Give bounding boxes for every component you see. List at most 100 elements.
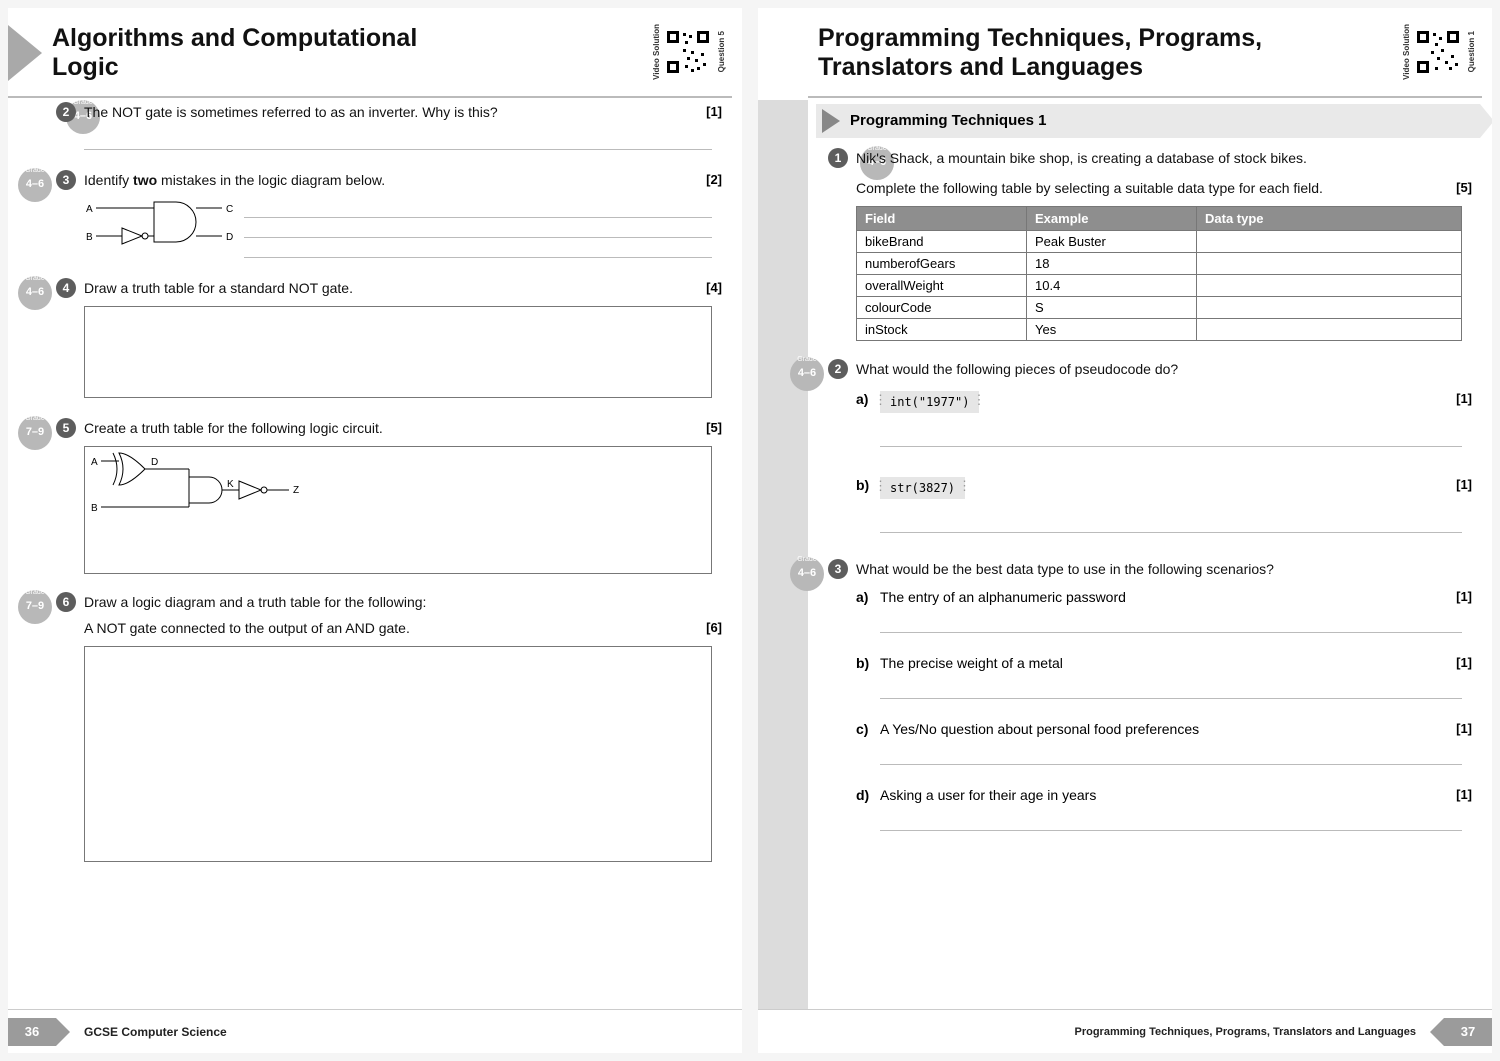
question-part: b) str(3827) [1] — [856, 477, 1472, 499]
table-row: bikeBrandPeak Buster — [857, 230, 1462, 252]
marks: [4] — [706, 280, 722, 295]
question-text: What would be the best data type to use … — [856, 561, 1472, 577]
qr-label-question: Question 1 — [1467, 31, 1476, 72]
question-text: Draw a logic diagram and a truth table f… — [84, 594, 722, 610]
title-rule — [808, 96, 1482, 98]
answer-line — [880, 613, 1462, 633]
code-snippet: str(3827) — [880, 477, 965, 499]
question-number: 5 — [56, 418, 76, 438]
question-number: 3 — [56, 170, 76, 190]
footer: 36 GCSE Computer Science — [8, 1009, 742, 1053]
svg-text:D: D — [226, 232, 233, 243]
grade-badge: Grade7–9 — [18, 416, 52, 450]
marks: [6] — [706, 620, 722, 635]
logic-diagram-icon: A B C D — [84, 198, 234, 248]
part-text: A Yes/No question about personal food pr… — [880, 721, 1438, 737]
question-instruction: Complete the following table by selectin… — [856, 180, 1472, 196]
part-label: b) — [856, 655, 880, 671]
data-type-table: Field Example Data type bikeBrandPeak Bu… — [856, 206, 1462, 341]
question: 3 What would be the best data type to us… — [828, 561, 1472, 577]
marks: [1] — [1456, 721, 1472, 736]
marks: [1] — [706, 104, 722, 119]
question-instruction-row: Complete the following table by selectin… — [828, 180, 1472, 196]
footer-title: GCSE Computer Science — [84, 1025, 227, 1039]
part-label: d) — [856, 787, 880, 803]
page-number: 36 — [8, 1018, 56, 1046]
answer-line — [880, 811, 1462, 831]
question-number: 4 — [56, 278, 76, 298]
table-row: colourCodeS — [857, 296, 1462, 318]
answer-line — [880, 745, 1462, 765]
question-number: 6 — [56, 592, 76, 612]
grade-badge: Grade4–6 — [18, 168, 52, 202]
question-part: d) Asking a user for their age in years … — [856, 787, 1472, 803]
question: 2 What would the following pieces of pse… — [828, 361, 1472, 377]
answer-line — [244, 198, 712, 218]
question-text: Identify two mistakes in the logic diagr… — [84, 172, 722, 188]
section-arrow-icon — [822, 109, 840, 133]
part-label: a) — [856, 589, 880, 605]
table-header: Data type — [1197, 206, 1462, 230]
grade-badge: Grade7–9 — [18, 590, 52, 624]
title-arrow-icon — [8, 25, 42, 81]
title-row: Algorithms and Computational Logic Video… — [8, 8, 742, 82]
page-title: Algorithms and Computational Logic — [52, 24, 482, 82]
table-header: Field — [857, 206, 1027, 230]
part-label: c) — [856, 721, 880, 737]
table-header: Example — [1027, 206, 1197, 230]
footer-title: Programming Techniques, Programs, Transl… — [1075, 1026, 1417, 1038]
svg-text:C: C — [226, 204, 233, 215]
answer-line — [880, 427, 1462, 447]
qr-block: Video Solution Question 5 — [650, 24, 726, 80]
qr-label-question: Question 5 — [717, 31, 726, 72]
question-subtext-row: A NOT gate connected to the output of an… — [56, 620, 722, 636]
svg-text:A: A — [86, 204, 93, 215]
page-right: Programming Techniques, Programs, Transl… — [758, 8, 1492, 1053]
section-cap-icon — [1480, 104, 1492, 138]
svg-text:K: K — [227, 479, 234, 490]
answer-line — [880, 679, 1462, 699]
page-title: Programming Techniques, Programs, Transl… — [818, 24, 1288, 82]
marks: [5] — [706, 420, 722, 435]
question-text: Nik's Shack, a mountain bike shop, is cr… — [856, 150, 1472, 166]
answer-box — [84, 306, 712, 398]
table-row: inStockYes — [857, 318, 1462, 340]
svg-text:B: B — [86, 232, 93, 243]
content-right: Grade4–6 1 Nik's Shack, a mountain bike … — [828, 150, 1472, 831]
question-text: What would the following pieces of pseud… — [856, 361, 1472, 377]
qr-code-icon — [665, 29, 711, 75]
part-text: Asking a user for their age in years — [880, 787, 1438, 803]
marks: [1] — [1456, 589, 1472, 604]
part-text: The entry of an alphanumeric password — [880, 589, 1438, 605]
qr-code-icon — [1415, 29, 1461, 75]
answer-line — [84, 130, 712, 150]
question: 4 Draw a truth table for a standard NOT … — [56, 280, 722, 296]
question-text: The NOT gate is sometimes referred to as… — [84, 104, 722, 120]
question-part: a) The entry of an alphanumeric password… — [856, 589, 1472, 605]
answer-line — [880, 513, 1462, 533]
qr-label-solution: Video Solution — [1402, 24, 1411, 80]
marks: [1] — [1456, 655, 1472, 670]
sidebar — [758, 100, 808, 1009]
code-snippet: int("1977") — [880, 391, 979, 413]
answer-box: A B D K — [84, 446, 712, 574]
title-rule — [8, 96, 732, 98]
content-left: Grade4–6 2 The NOT gate is sometimes ref… — [56, 104, 722, 862]
part-text: The precise weight of a metal — [880, 655, 1438, 671]
question-text: Draw a truth table for a standard NOT ga… — [84, 280, 722, 296]
question: 3 Identify two mistakes in the logic dia… — [56, 172, 722, 188]
section-header: Programming Techniques 1 — [816, 104, 1480, 138]
marks: [1] — [1456, 787, 1472, 802]
marks: [2] — [706, 172, 722, 187]
question-text: Create a truth table for the following l… — [84, 420, 722, 436]
logic-circuit-icon: A B D K — [89, 451, 319, 531]
question-part: b) The precise weight of a metal [1] — [856, 655, 1472, 671]
question: 5 Create a truth table for the following… — [56, 420, 722, 436]
qr-label-solution: Video Solution — [652, 24, 661, 80]
footer: Programming Techniques, Programs, Transl… — [758, 1009, 1492, 1053]
answer-line — [244, 218, 712, 238]
question-number: 2 — [828, 359, 848, 379]
question-subtext: A NOT gate connected to the output of an… — [84, 620, 722, 636]
page-number: 37 — [1444, 1018, 1492, 1046]
question: 1 Nik's Shack, a mountain bike shop, is … — [828, 150, 1472, 166]
